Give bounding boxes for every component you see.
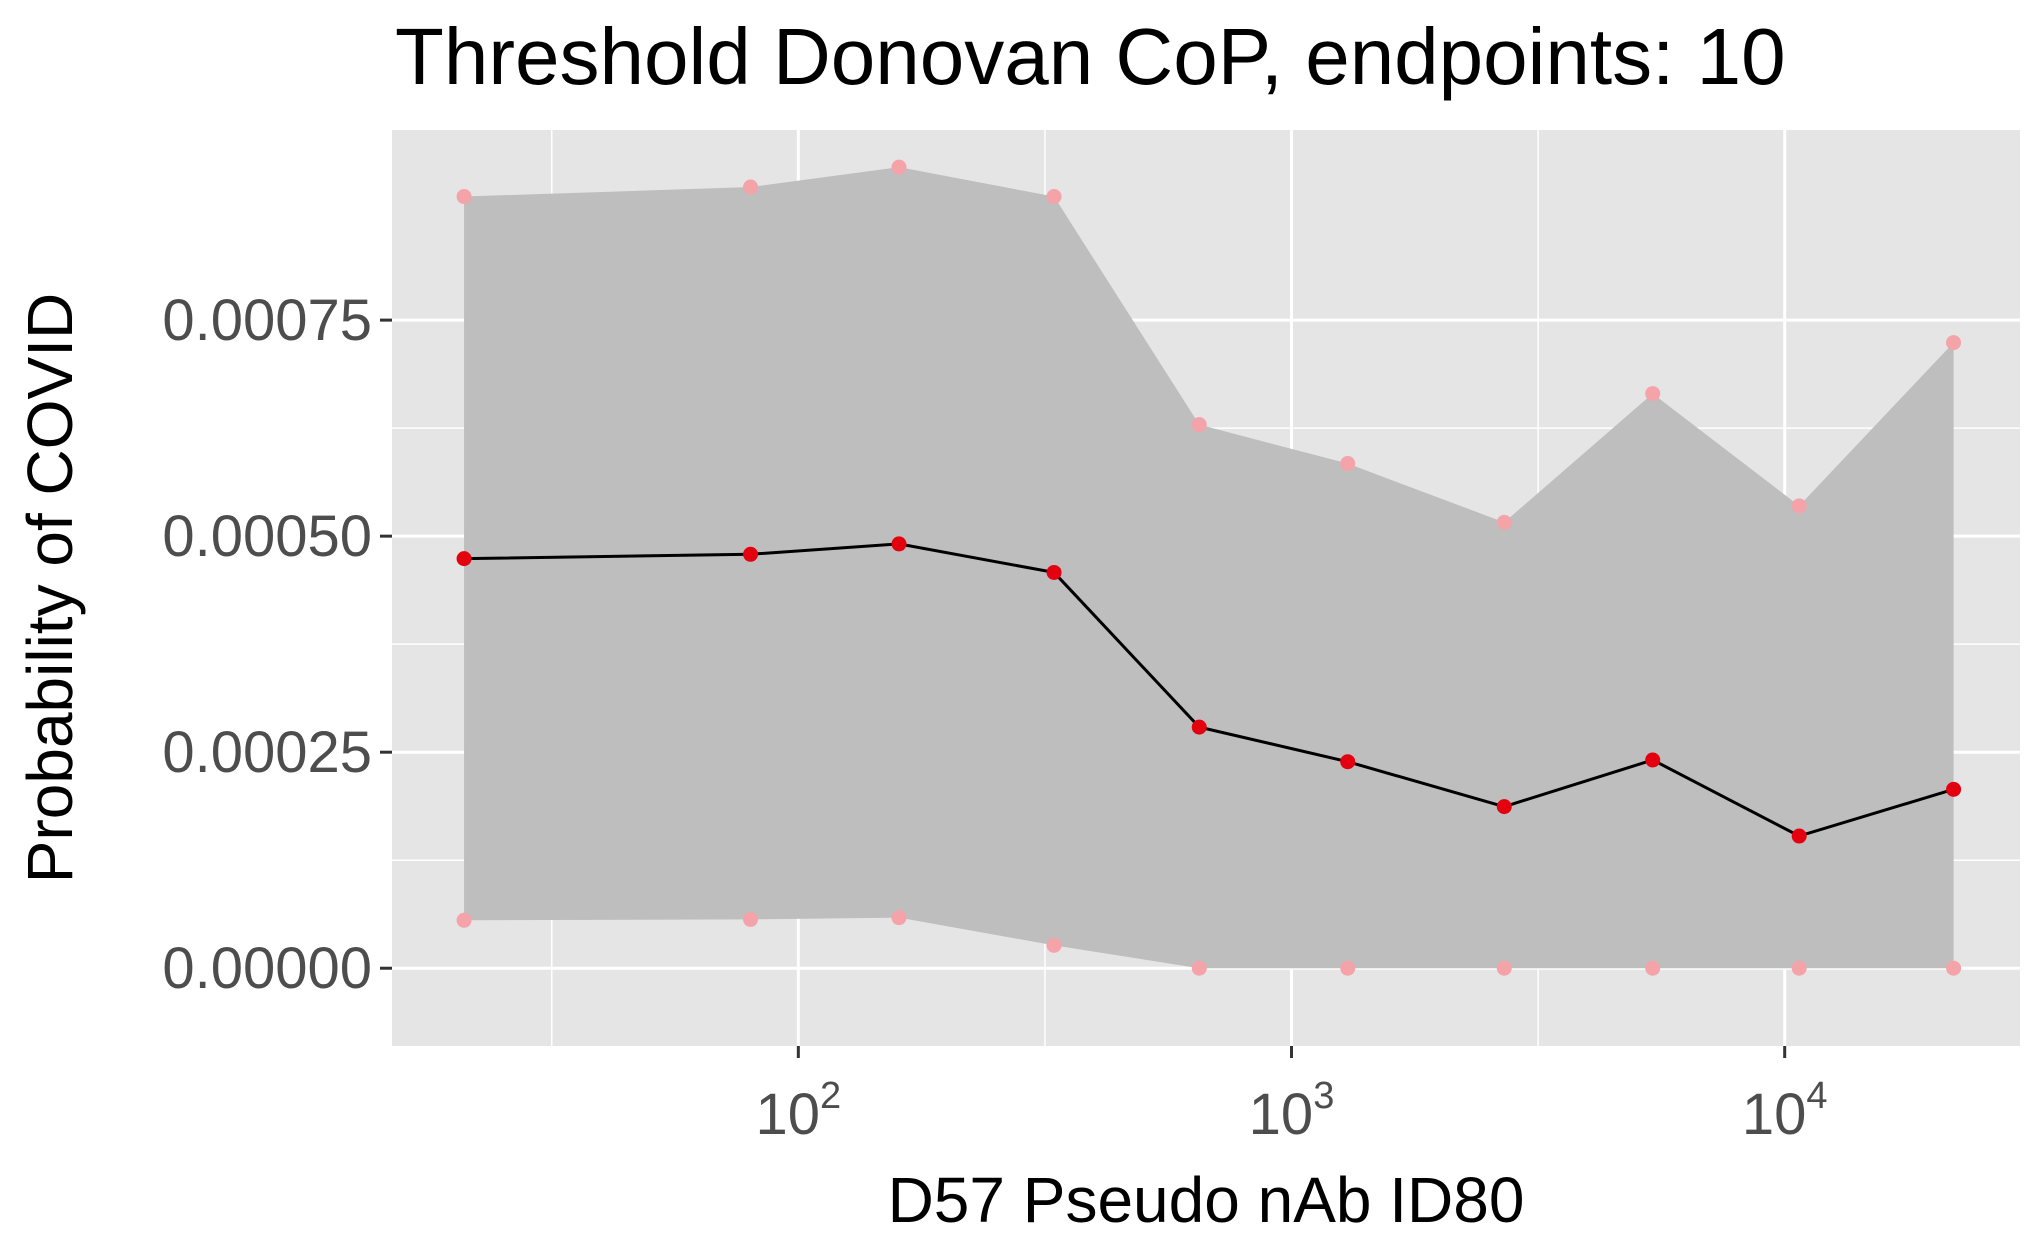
upper-bound-point <box>1496 514 1512 530</box>
upper-bound-point <box>891 159 907 175</box>
lower-bound-point <box>1340 960 1356 976</box>
upper-bound-point <box>1340 456 1356 472</box>
estimate-point <box>1645 752 1661 768</box>
confidence-ribbon <box>464 167 1954 969</box>
lower-bound-point <box>1191 960 1207 976</box>
y-tick-label: 0.00075 <box>162 288 372 353</box>
estimate-point <box>891 536 907 552</box>
lower-bound-point <box>1046 937 1062 953</box>
x-tick-label: 104 <box>1742 1075 1828 1147</box>
x-axis-ticks: 102 103 104 <box>756 1046 1828 1147</box>
upper-bound-point <box>1046 189 1062 205</box>
estimate-point <box>743 546 759 562</box>
y-tick-label: 0.00050 <box>162 504 372 569</box>
y-axis-title: Probability of COVID <box>14 293 86 883</box>
estimate-point <box>1046 564 1062 580</box>
upper-bound-point <box>1946 335 1962 351</box>
chart-title: Threshold Donovan CoP, endpoints: 10 <box>395 12 1786 101</box>
estimate-point <box>1946 781 1962 797</box>
y-tick-label: 0.00025 <box>162 720 372 785</box>
estimate-line <box>464 542 1955 838</box>
x-tick-label: 103 <box>1249 1075 1335 1147</box>
estimate-point <box>456 551 472 567</box>
upper-bound-point <box>1645 386 1661 402</box>
estimate-point <box>1496 799 1512 815</box>
x-axis-title: D57 Pseudo nAb ID80 <box>888 1164 1525 1236</box>
lower-bound-point <box>456 912 472 928</box>
estimate-point <box>1791 828 1807 844</box>
estimate-point <box>1191 719 1207 735</box>
lower-bound-point <box>743 911 759 927</box>
estimate-point <box>1340 754 1356 770</box>
upper-bound-point <box>743 179 759 195</box>
x-tick-label: 102 <box>756 1075 842 1147</box>
y-tick-label: 0.00000 <box>162 936 372 1001</box>
lower-bound-point <box>1645 960 1661 976</box>
lower-bound-point <box>891 910 907 926</box>
upper-bound-point <box>1191 417 1207 433</box>
lower-bound-point <box>1496 960 1512 976</box>
upper-bound-point <box>456 189 472 205</box>
estimate-points <box>456 536 1962 844</box>
lower-bound-point <box>1791 960 1807 976</box>
y-axis-ticks: 0.00000 0.00025 0.00050 0.00075 <box>162 288 392 1001</box>
bound-points <box>456 159 1962 976</box>
lower-bound-point <box>1946 960 1962 976</box>
upper-bound-point <box>1791 498 1807 514</box>
